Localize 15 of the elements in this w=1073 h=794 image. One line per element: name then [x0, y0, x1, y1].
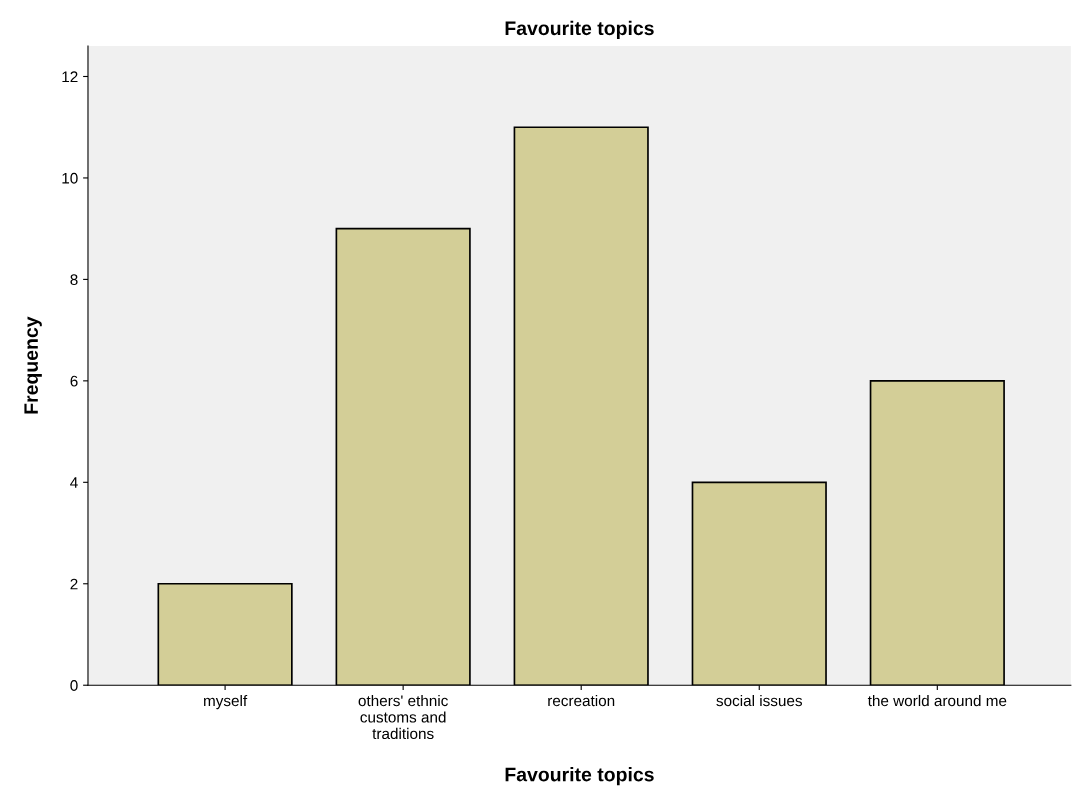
chart-title: Favourite topics: [505, 20, 654, 39]
y-tick-label: 10: [62, 172, 78, 184]
y-tick-label: 8: [70, 274, 78, 286]
x-tick-label: recreation: [548, 694, 615, 707]
y-tick-label: 0: [70, 680, 78, 691]
x-tick-label: social issues: [716, 694, 803, 707]
y-tick-label: 2: [70, 578, 78, 590]
y-tick-label: 6: [70, 375, 78, 387]
x-tick-label: the world around me: [867, 694, 1007, 707]
y-tick-label: 12: [62, 71, 78, 83]
x-tick-label: others' ethnic customs and traditions: [358, 694, 448, 740]
x-axis-title: Favourite topics: [505, 767, 654, 786]
y-tick-label: 4: [70, 477, 78, 488]
x-tick-label: myself: [204, 694, 248, 710]
y-axis-title: Frequency: [24, 316, 42, 414]
